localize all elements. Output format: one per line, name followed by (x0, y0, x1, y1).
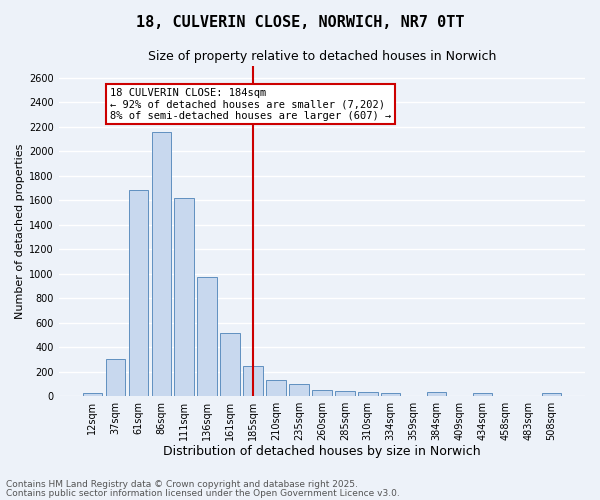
Bar (473, 393, 492, 396)
Text: 18 CULVERIN CLOSE: 184sqm
← 92% of detached houses are smaller (7,202)
8% of sem: 18 CULVERIN CLOSE: 184sqm ← 92% of detac… (110, 88, 391, 121)
Bar (152, 132, 171, 396)
Bar (289, 384, 308, 396)
Bar (175, 198, 194, 396)
Bar (266, 380, 286, 396)
Bar (358, 392, 377, 396)
Bar (83, 393, 102, 396)
Bar (244, 366, 263, 396)
Bar (542, 393, 561, 396)
Text: Contains public sector information licensed under the Open Government Licence v3: Contains public sector information licen… (6, 489, 400, 498)
Y-axis label: Number of detached properties: Number of detached properties (15, 143, 25, 318)
Bar (381, 393, 400, 396)
X-axis label: Distribution of detached houses by size in Norwich: Distribution of detached houses by size … (163, 444, 481, 458)
Title: Size of property relative to detached houses in Norwich: Size of property relative to detached ho… (148, 50, 496, 63)
Text: 18, CULVERIN CLOSE, NORWICH, NR7 0TT: 18, CULVERIN CLOSE, NORWICH, NR7 0TT (136, 15, 464, 30)
Bar (427, 392, 446, 396)
Bar (106, 359, 125, 396)
Bar (312, 390, 332, 396)
Bar (128, 190, 148, 396)
Bar (197, 276, 217, 396)
Text: Contains HM Land Registry data © Crown copyright and database right 2025.: Contains HM Land Registry data © Crown c… (6, 480, 358, 489)
Bar (220, 333, 240, 396)
Bar (335, 391, 355, 396)
